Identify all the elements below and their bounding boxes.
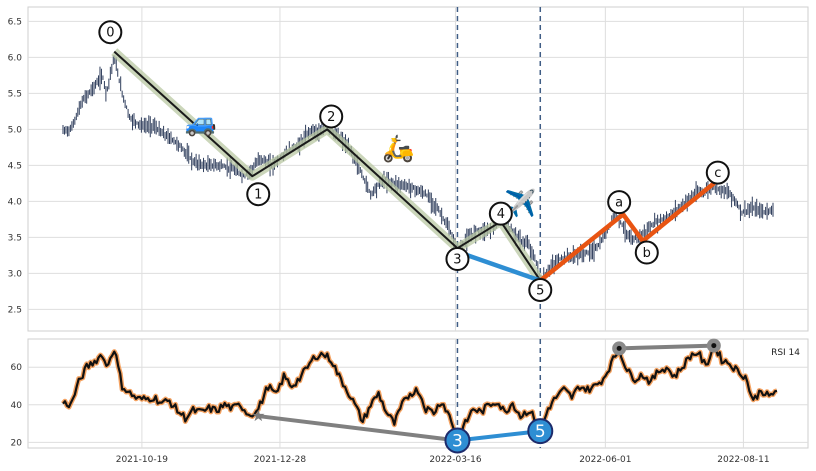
wave-label-circle <box>98 20 123 45</box>
rsi-wave-badge <box>444 427 471 454</box>
wave-label-circle <box>528 277 553 302</box>
wave-label-circle <box>634 240 659 265</box>
price-y-tick-label: 4.0 <box>8 197 23 207</box>
price-y-tick-label: 4.5 <box>8 161 22 171</box>
rsi-y-tick-label: 20 <box>11 438 23 448</box>
price-y-tick-label: 6.5 <box>8 17 22 27</box>
x-tick-label: 2022-03-16 <box>429 455 482 465</box>
wave-label-circle <box>246 182 271 207</box>
wave-segment-line <box>538 181 717 283</box>
price-y-tick-label: 5.5 <box>8 89 22 99</box>
wave-label: b <box>643 246 651 261</box>
x-tick-label: 2022-06-01 <box>579 455 631 465</box>
rsi-panel: 2021-10-19 2021-12-28 2022-03-16 2022-06-01… <box>11 338 809 465</box>
price-y-tick-label: 3.0 <box>8 269 23 279</box>
wave-label-circle <box>445 247 470 271</box>
rsi-divergence-line <box>455 429 543 443</box>
emoji-marker: 🛵 <box>382 134 414 164</box>
price-plot-area <box>27 6 809 332</box>
wave-label-circle <box>607 190 632 215</box>
emoji-marker: 🚙 <box>185 108 217 138</box>
x-tick-label: 2021-12-28 <box>254 455 307 465</box>
rsi-wave-badge <box>527 418 554 445</box>
rsi-divergence-line <box>617 343 716 351</box>
x-tick-label: 2021-10-19 <box>116 455 169 465</box>
price-y-tick-label: 6.0 <box>8 53 23 63</box>
price-y-tick-label: 5.0 <box>8 125 23 135</box>
wave-segment-line <box>455 249 543 283</box>
rsi-divergence-line <box>256 414 460 443</box>
wave-label: 1 <box>254 188 262 203</box>
price-y-tick-label: 2.5 <box>8 305 22 315</box>
wave-label: c <box>714 166 721 181</box>
wave-label: 4 <box>497 207 505 222</box>
rsi-wave-badge-label: 5 <box>535 422 546 442</box>
divergence-circle-dot <box>616 345 622 351</box>
x-tick-label: 2022-08-11 <box>717 455 769 465</box>
wave-label: 2 <box>327 110 335 125</box>
wave-label: 3 <box>453 253 461 268</box>
wave-label-circle <box>319 104 344 129</box>
rsi-y-tick-label: 40 <box>11 401 23 411</box>
wave-label-circle <box>488 201 513 226</box>
wave-label: a <box>615 196 623 211</box>
wave-label: 5 <box>536 283 544 298</box>
rsi-line <box>62 342 778 441</box>
wave-impulse-line <box>113 50 542 282</box>
rsi-wave-badge-label: 3 <box>452 431 463 451</box>
divergence-star-marker: ★ <box>251 406 265 425</box>
price-y-tick-label: 3.5 <box>8 233 22 243</box>
wave-label: 0 <box>106 26 114 41</box>
divergence-circle-dot <box>711 343 717 349</box>
rsi-legend-label: RSI 14 <box>771 348 800 358</box>
wave-label-circle <box>705 160 730 185</box>
rsi-y-tick-label: 60 <box>11 363 23 373</box>
